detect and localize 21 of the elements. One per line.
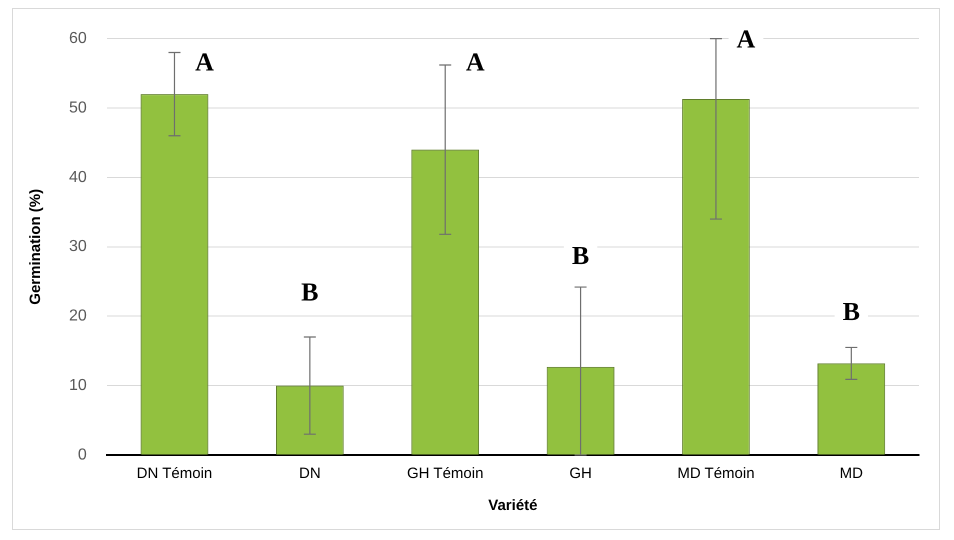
annotation: B — [301, 278, 319, 307]
y-tick-label: 20 — [69, 308, 87, 325]
y-tick-label: 0 — [78, 446, 87, 464]
annotation: A — [195, 47, 214, 76]
x-tick-label: DN — [299, 465, 321, 482]
x-tick-label: MD — [840, 465, 864, 482]
y-tick-label: 50 — [69, 99, 87, 116]
annotation: A — [466, 47, 485, 76]
y-axis-title: Germination (%) — [27, 188, 44, 305]
x-tick-label: DN Témoin — [136, 465, 212, 482]
annotation: A — [736, 24, 756, 54]
annotation: B — [842, 297, 860, 326]
x-tick-label: GH — [569, 465, 592, 482]
x-axis-title: Variété — [488, 497, 538, 514]
y-tick-label: 60 — [69, 30, 87, 48]
annotation: B — [572, 240, 590, 270]
y-tick-label: 10 — [69, 377, 87, 394]
y-tick-label: 30 — [69, 238, 87, 256]
y-tick-label: 40 — [69, 168, 87, 186]
x-tick-label: GH Témoin — [407, 465, 484, 482]
x-tick-label: MD Témoin — [677, 465, 755, 482]
